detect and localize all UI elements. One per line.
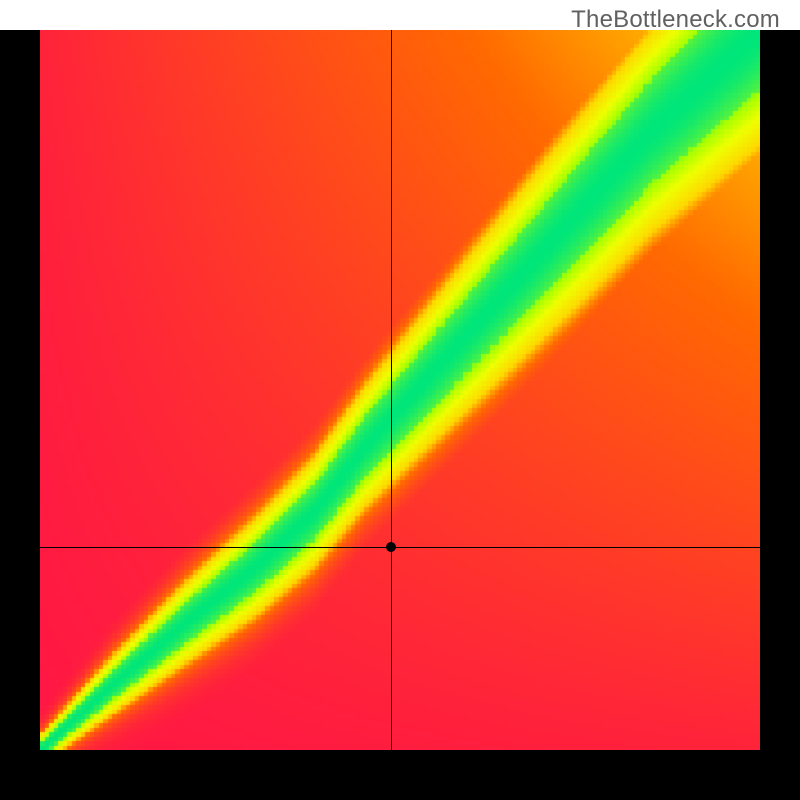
watermark-text: TheBottleneck.com [571,6,780,34]
crosshair-marker [386,542,396,552]
crosshair-vertical [391,30,392,750]
plot-outer-frame [0,30,800,800]
crosshair-horizontal [40,547,760,548]
heatmap-canvas [40,30,760,750]
